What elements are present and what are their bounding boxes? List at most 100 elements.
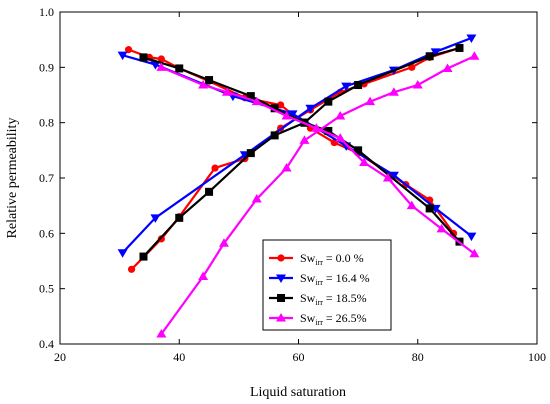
series-3-rising-point [175,213,184,222]
y-tick-label: 1.0 [39,5,54,19]
series-3-rising-point [354,81,363,90]
y-tick-label: 0.5 [39,282,54,296]
x-tick-label: 40 [173,350,185,364]
series-3-falling-point [246,92,255,101]
series-2 [117,34,477,258]
series-4-falling-point [359,157,370,167]
series-1-falling-point [124,46,133,54]
series-2-rising-point [430,48,441,57]
x-tick-label: 20 [54,350,66,364]
series-1-rising-line [130,46,460,271]
x-tick-label: 100 [528,350,546,364]
series-3-rising-point [246,149,255,158]
series-4-falling-point [156,62,167,71]
series-2-rising-point [341,82,352,92]
legend-label: Swirr = 16.4 % [300,271,370,287]
series-2-rising-point [150,214,161,223]
y-tick-label: 0.4 [39,337,54,351]
series-1-rising-point [408,63,416,71]
series-4-falling-point [382,173,393,182]
series-4-rising-point [299,135,310,144]
series-3-rising-point [270,131,279,140]
series-3-falling-point [139,53,148,62]
x-tick-label: 60 [293,350,305,364]
series-2-rising-point [117,249,128,258]
legend-label: Swirr = 0.0 % [300,251,364,267]
y-tick-label: 0.6 [39,226,54,240]
series-4-falling-point [469,248,480,258]
series-4-falling-point [281,111,292,120]
tick-labels: 20 40 60 80 100 0.4 0.5 0.6 0.7 0.8 0.9 1.0 [39,5,546,364]
series-layer [117,34,480,338]
series-4-rising-point [335,111,346,120]
series-1-falling-point [157,55,165,63]
legend-label: Swirr = 18.5% [300,291,367,307]
series-1-falling-point [277,101,285,109]
series-4-rising-point [469,51,480,60]
legend-box [262,239,392,331]
legend-marker [277,294,285,302]
series-4-rising-point [198,271,209,280]
series-4-falling-point [198,80,209,89]
series-4-rising-point [251,194,262,203]
legend-marker [277,254,285,262]
series-3-falling-point [205,76,214,85]
series-1-falling-line [128,48,455,234]
x-tick-label: 80 [412,350,424,364]
series-4-rising-point [412,80,423,89]
series-4-rising-point [365,96,376,106]
series-2-falling-point [150,61,161,70]
legend-item-1: Swirr = 0.0 % [269,251,364,267]
series-4-falling-line [160,66,476,255]
series-2-rising-point [466,34,477,44]
series-1-rising-point [211,164,219,172]
series-4-falling-point [406,200,417,210]
series-3-falling-point [175,64,184,73]
y-axis-title: Relative permeability [5,118,20,239]
legend: Swirr = 0.0 % Swirr = 16.4 % Swirr = 18.5%… [262,239,392,331]
series-3-rising-point [455,43,464,52]
series-3-falling-point [354,146,363,155]
legend-marker [276,274,286,283]
series-3-rising-point [425,52,434,61]
series-3-rising-point [139,252,148,261]
series-4-falling-point [221,87,232,96]
series-3 [139,43,464,261]
series-2-falling-point [388,171,399,181]
series-3-falling-point [425,204,434,213]
series-2-rising-point [305,104,316,114]
series-3-falling-point [324,126,333,135]
series-2-falling-point [117,51,128,61]
series-3-rising-point [324,97,333,106]
series-3-rising-point [205,187,214,196]
legend-item-2: Swirr = 16.4 % [269,271,370,287]
legend-label: Swirr = 26.5% [300,311,367,327]
series-3-falling-point [270,104,279,113]
legend-marker [276,313,286,322]
series-2-falling-point [466,232,477,242]
series-1 [124,44,464,273]
series-4-rising-point [388,87,399,96]
series-4 [156,51,480,338]
series-4-falling-point [436,223,447,233]
series-3-rising-line [142,46,460,258]
legend-item-4: Swirr = 26.5% [269,311,367,327]
series-1-rising-point [127,265,136,273]
series-4-falling-point [335,133,346,142]
legend-item-3: Swirr = 18.5% [269,291,367,307]
series-4-rising-line [160,55,475,335]
series-4-rising-point [442,63,453,72]
series-2-falling-point [287,110,298,119]
series-4-rising-point [218,238,229,247]
y-tick-label: 0.7 [39,171,54,185]
series-4-falling-point [311,123,322,132]
series-4-falling-point [251,96,262,106]
series-4-rising-point [156,329,167,338]
axis-ticks [59,11,538,345]
series-4-rising-point [281,163,292,172]
y-tick-label: 0.9 [39,60,54,74]
x-axis-title: Liquid saturation [250,385,346,400]
series-3-falling-line [143,56,461,243]
y-tick-label: 0.8 [39,116,54,130]
